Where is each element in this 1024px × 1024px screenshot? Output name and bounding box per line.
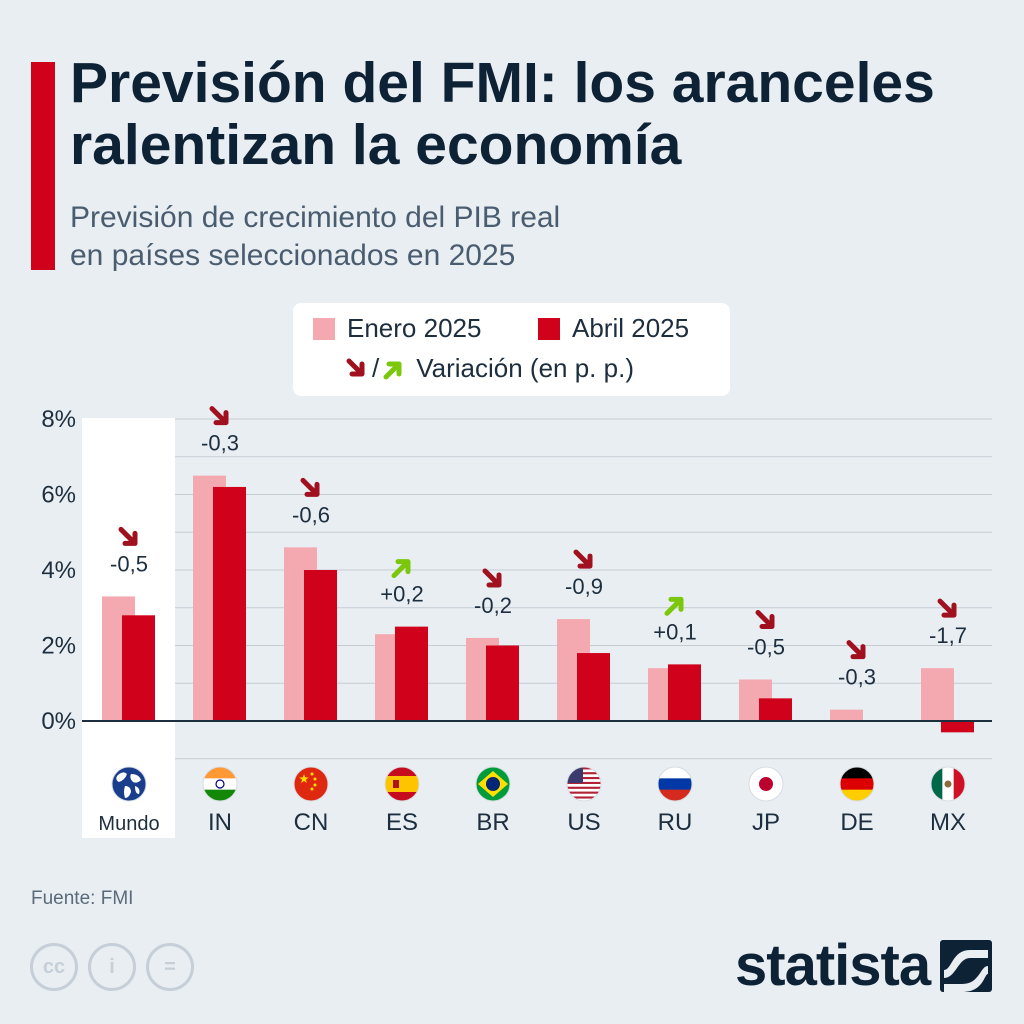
arrow-down-icon (573, 549, 593, 569)
legend-swatch-enero (313, 317, 335, 340)
globe-icon (111, 766, 147, 802)
subtitle-line-1: Previsión de crecimiento del PIB real (70, 201, 561, 234)
change-label: -0,9 (565, 574, 603, 599)
no-derivatives-icon: = (146, 943, 194, 991)
bar-abril-in (213, 486, 246, 721)
cc-icon: cc (30, 943, 78, 991)
brand-wordmark: statista (735, 933, 931, 998)
category-label: CN (294, 809, 329, 836)
arrow-down-icon (118, 526, 138, 546)
legend-item-enero: Enero 2025 (313, 313, 481, 344)
category-label: MX (930, 809, 966, 836)
change-label: -0,3 (838, 665, 876, 690)
arrow-down-icon (300, 477, 320, 497)
change-label: +0,1 (653, 619, 696, 644)
category-label: US (567, 809, 600, 836)
legend: Enero 2025 Abril 2025 / Variación (en p.… (293, 303, 730, 396)
bar-abril-us (577, 653, 610, 721)
change-label: -0,5 (747, 634, 785, 659)
flag-germany-icon (839, 766, 875, 802)
category-label: IN (208, 809, 232, 836)
change-label: -0,3 (201, 431, 239, 456)
category-label: RU (658, 809, 693, 836)
change-label: -1,7 (929, 623, 967, 648)
change-label: +0,2 (380, 582, 423, 607)
subtitle-line-2: en países seleccionados en 2025 (70, 239, 516, 272)
category-label: ES (386, 809, 418, 836)
arrow-up-icon (391, 559, 411, 579)
arrow-up-icon (383, 361, 402, 379)
y-tick-label: 0% (41, 708, 76, 735)
chart-title: Previsión del FMI: los aranceles ralenti… (70, 51, 935, 177)
category-label: JP (752, 809, 780, 836)
bar-abril-cn (304, 570, 337, 721)
arrow-down-icon (937, 598, 957, 618)
bar-enero-de (830, 709, 863, 721)
bar-abril-mx (941, 721, 974, 733)
legend-slash: / (372, 353, 380, 383)
accent-bar (31, 62, 55, 270)
bar-abril-jp (759, 698, 792, 721)
arrow-up-icon (664, 596, 684, 616)
legend-item-abril: Abril 2025 (538, 313, 689, 344)
license-icons: cc i = (30, 943, 194, 991)
legend-item-change: / Variación (en p. p.) (345, 353, 634, 384)
flag-spain-icon (384, 766, 420, 802)
y-tick-label: 8% (41, 406, 76, 433)
flag-mexico-icon (930, 766, 966, 802)
bar-abril-mundo (122, 615, 155, 721)
flag-china-icon (293, 766, 329, 802)
arrow-down-icon (846, 640, 866, 660)
arrow-down-icon (209, 406, 229, 426)
change-label: -0,5 (110, 551, 148, 576)
category-label: Mundo (98, 813, 159, 835)
legend-label-enero: Enero 2025 (347, 313, 482, 343)
y-tick-label: 6% (41, 482, 76, 509)
bar-abril-ru (668, 664, 701, 721)
statista-brand: statista (735, 932, 993, 999)
y-tick-label: 4% (41, 557, 76, 584)
flag-russia-icon (657, 766, 693, 802)
flag-usa-icon (566, 766, 602, 802)
category-label: DE (840, 809, 873, 836)
change-label: -0,2 (474, 593, 512, 618)
source-note: Fuente: FMI (31, 888, 134, 909)
statista-logo-icon (940, 939, 993, 992)
bar-abril-br (486, 645, 519, 721)
bar-enero-mx (921, 668, 954, 721)
change-label: -0,6 (292, 502, 330, 527)
attribution-icon: i (88, 943, 136, 991)
legend-swatch-abril (538, 317, 560, 340)
flag-india-icon (202, 766, 238, 802)
legend-label-abril: Abril 2025 (572, 313, 690, 343)
arrow-down-icon (346, 358, 365, 376)
chart-subtitle: Previsión de crecimiento del PIB real en… (70, 199, 770, 275)
arrow-down-icon (482, 568, 502, 588)
bar-abril-es (395, 626, 428, 721)
y-tick-label: 2% (41, 633, 76, 660)
flag-japan-icon (748, 766, 784, 802)
category-label: BR (476, 809, 509, 836)
flag-brazil-icon (475, 766, 511, 802)
legend-label-change: Variación (en p. p.) (416, 353, 634, 383)
arrow-down-icon (755, 609, 775, 629)
